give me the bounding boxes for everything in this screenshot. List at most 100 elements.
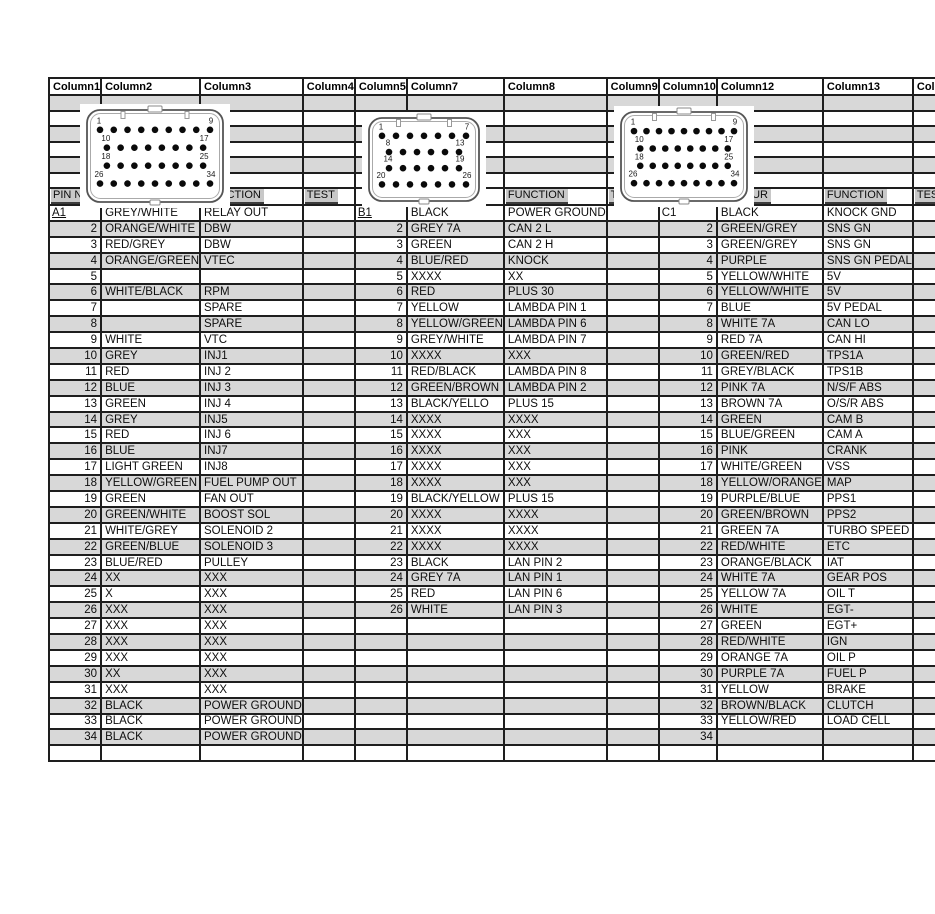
test-cell-A-10[interactable] bbox=[301, 347, 356, 365]
test-cell-A-9[interactable] bbox=[301, 331, 356, 350]
test-cell-A-15[interactable] bbox=[301, 426, 356, 445]
test-cell-C-12[interactable] bbox=[911, 378, 935, 397]
colour-cell-C-13[interactable]: BROWN 7A bbox=[715, 394, 824, 413]
banner-cell-r5c3[interactable] bbox=[301, 171, 356, 189]
colour-cell-A-19[interactable]: GREEN bbox=[100, 490, 201, 508]
colour-cell-B-32[interactable] bbox=[405, 696, 505, 715]
colour-cell-A-16[interactable]: BLUE bbox=[100, 442, 201, 461]
function-cell-B-15[interactable]: XXX bbox=[502, 426, 608, 445]
colour-cell-B-31[interactable] bbox=[405, 680, 505, 699]
function-cell-C-18[interactable]: MAP bbox=[821, 474, 914, 493]
test-cell-B-12[interactable] bbox=[605, 378, 660, 397]
test-cell-B-29[interactable] bbox=[605, 648, 660, 667]
test-cell-C-2[interactable] bbox=[911, 219, 935, 238]
banner-cell-r2c6[interactable] bbox=[502, 125, 608, 143]
function-cell-B-3[interactable]: CAN 2 H bbox=[502, 235, 608, 254]
pin-cell-C-20[interactable]: 20 bbox=[657, 505, 718, 524]
pin-cell-A-13[interactable]: 13 bbox=[47, 394, 103, 413]
colour-cell-C-20[interactable]: GREEN/BROWN bbox=[715, 505, 824, 524]
pin-cell-C-15[interactable]: 15 bbox=[657, 426, 718, 445]
test-cell-B-13[interactable] bbox=[605, 394, 660, 413]
banner-cell-r3c11[interactable] bbox=[911, 140, 935, 158]
test-cell-A-11[interactable] bbox=[301, 362, 356, 381]
pin-cell-C-6[interactable]: 6 bbox=[657, 283, 718, 302]
colour-cell-C-18[interactable]: YELLOW/ORANGE bbox=[715, 474, 824, 493]
pin-cell-B-34[interactable] bbox=[353, 728, 408, 747]
pin-cell-A-18[interactable]: 18 bbox=[47, 474, 103, 493]
function-cell-B-17[interactable]: XXX bbox=[502, 458, 608, 477]
test-cell-A-35[interactable] bbox=[301, 744, 356, 763]
pin-cell-C-7[interactable]: 7 bbox=[657, 299, 718, 318]
colour-cell-C-5[interactable]: YELLOW/WHITE bbox=[715, 267, 824, 286]
colour-cell-B-20[interactable]: XXXX bbox=[405, 505, 505, 524]
function-cell-A-22[interactable]: SOLENOID 3 bbox=[199, 537, 304, 556]
function-cell-C-19[interactable]: PPS1 bbox=[821, 490, 914, 508]
colour-cell-A-12[interactable]: BLUE bbox=[100, 378, 201, 397]
colour-cell-A-33[interactable]: BLACK bbox=[100, 712, 201, 731]
pin-cell-A-30[interactable]: 30 bbox=[47, 664, 103, 683]
test-cell-A-33[interactable] bbox=[301, 712, 356, 731]
test-cell-B-5[interactable] bbox=[605, 267, 660, 286]
pin-cell-B-33[interactable] bbox=[353, 712, 408, 731]
test-cell-A-12[interactable] bbox=[301, 378, 356, 397]
colour-cell-B-34[interactable] bbox=[405, 728, 505, 747]
test-cell-B-23[interactable] bbox=[605, 553, 660, 572]
test-cell-A-5[interactable] bbox=[301, 267, 356, 286]
test-cell-C-19[interactable] bbox=[911, 490, 935, 508]
colour-cell-B-12[interactable]: GREEN/BROWN bbox=[405, 378, 505, 397]
test-cell-C-34[interactable] bbox=[911, 728, 935, 747]
colour-cell-C-16[interactable]: PINK bbox=[715, 442, 824, 461]
test-cell-A-1[interactable] bbox=[301, 204, 356, 222]
colour-cell-A-34[interactable]: BLACK bbox=[100, 728, 201, 747]
test-cell-C-35[interactable] bbox=[911, 744, 935, 763]
test-cell-B-22[interactable] bbox=[605, 537, 660, 556]
test-cell-B-6[interactable] bbox=[605, 283, 660, 302]
colour-cell-A-1[interactable]: GREY/WHITE bbox=[100, 204, 201, 222]
colour-cell-A-13[interactable]: GREEN bbox=[100, 394, 201, 413]
pin-cell-A-35[interactable] bbox=[47, 744, 103, 763]
function-cell-B-21[interactable]: XXXX bbox=[502, 521, 608, 540]
pin-cell-C-14[interactable]: 14 bbox=[657, 410, 718, 429]
pin-cell-C-35[interactable] bbox=[657, 744, 718, 763]
colour-cell-C-34[interactable] bbox=[715, 728, 824, 747]
column-header-column7[interactable]: Column7 bbox=[405, 77, 505, 96]
pin-cell-B-30[interactable] bbox=[353, 664, 408, 683]
pin-cell-A-15[interactable]: 15 bbox=[47, 426, 103, 445]
colour-cell-C-12[interactable]: PINK 7A bbox=[715, 378, 824, 397]
function-cell-C-10[interactable]: TPS1A bbox=[821, 347, 914, 365]
test-cell-C-15[interactable] bbox=[911, 426, 935, 445]
pin-cell-B-10[interactable]: 10 bbox=[353, 347, 408, 365]
banner-cell-r0c5[interactable] bbox=[405, 94, 505, 112]
banner-cell-r5c6[interactable] bbox=[502, 171, 608, 189]
colour-cell-C-24[interactable]: WHITE 7A bbox=[715, 569, 824, 588]
function-cell-B-24[interactable]: LAN PIN 1 bbox=[502, 569, 608, 588]
pin-cell-C-32[interactable]: 32 bbox=[657, 696, 718, 715]
banner-cell-r3c3[interactable] bbox=[301, 140, 356, 158]
function-cell-C-2[interactable]: SNS GN bbox=[821, 219, 914, 238]
colour-cell-A-21[interactable]: WHITE/GREY bbox=[100, 521, 201, 540]
banner-cell-r1c6[interactable] bbox=[502, 109, 608, 127]
function-cell-A-27[interactable]: XXX bbox=[199, 617, 304, 636]
function-cell-A-13[interactable]: INJ 4 bbox=[199, 394, 304, 413]
test-cell-A-34[interactable] bbox=[301, 728, 356, 747]
pin-cell-B-24[interactable]: 24 bbox=[353, 569, 408, 588]
colour-cell-A-6[interactable]: WHITE/BLACK bbox=[100, 283, 201, 302]
pin-cell-C-29[interactable]: 29 bbox=[657, 648, 718, 667]
pin-cell-B-20[interactable]: 20 bbox=[353, 505, 408, 524]
pin-cell-C-13[interactable]: 13 bbox=[657, 394, 718, 413]
pin-cell-A-22[interactable]: 22 bbox=[47, 537, 103, 556]
colour-cell-B-21[interactable]: XXXX bbox=[405, 521, 505, 540]
banner-cell-r3c10[interactable] bbox=[821, 140, 914, 158]
function-cell-C-23[interactable]: IAT bbox=[821, 553, 914, 572]
test-cell-A-16[interactable] bbox=[301, 442, 356, 461]
pin-cell-C-23[interactable]: 23 bbox=[657, 553, 718, 572]
function-cell-C-14[interactable]: CAM B bbox=[821, 410, 914, 429]
banner-cell-r0c3[interactable] bbox=[301, 94, 356, 112]
function-cell-A-35[interactable] bbox=[199, 744, 304, 763]
function-cell-B-12[interactable]: LAMBDA PIN 2 bbox=[502, 378, 608, 397]
function-cell-B-31[interactable] bbox=[502, 680, 608, 699]
pin-cell-C-5[interactable]: 5 bbox=[657, 267, 718, 286]
colour-cell-B-28[interactable] bbox=[405, 633, 505, 651]
function-cell-B-7[interactable]: LAMBDA PIN 1 bbox=[502, 299, 608, 318]
test-cell-A-22[interactable] bbox=[301, 537, 356, 556]
